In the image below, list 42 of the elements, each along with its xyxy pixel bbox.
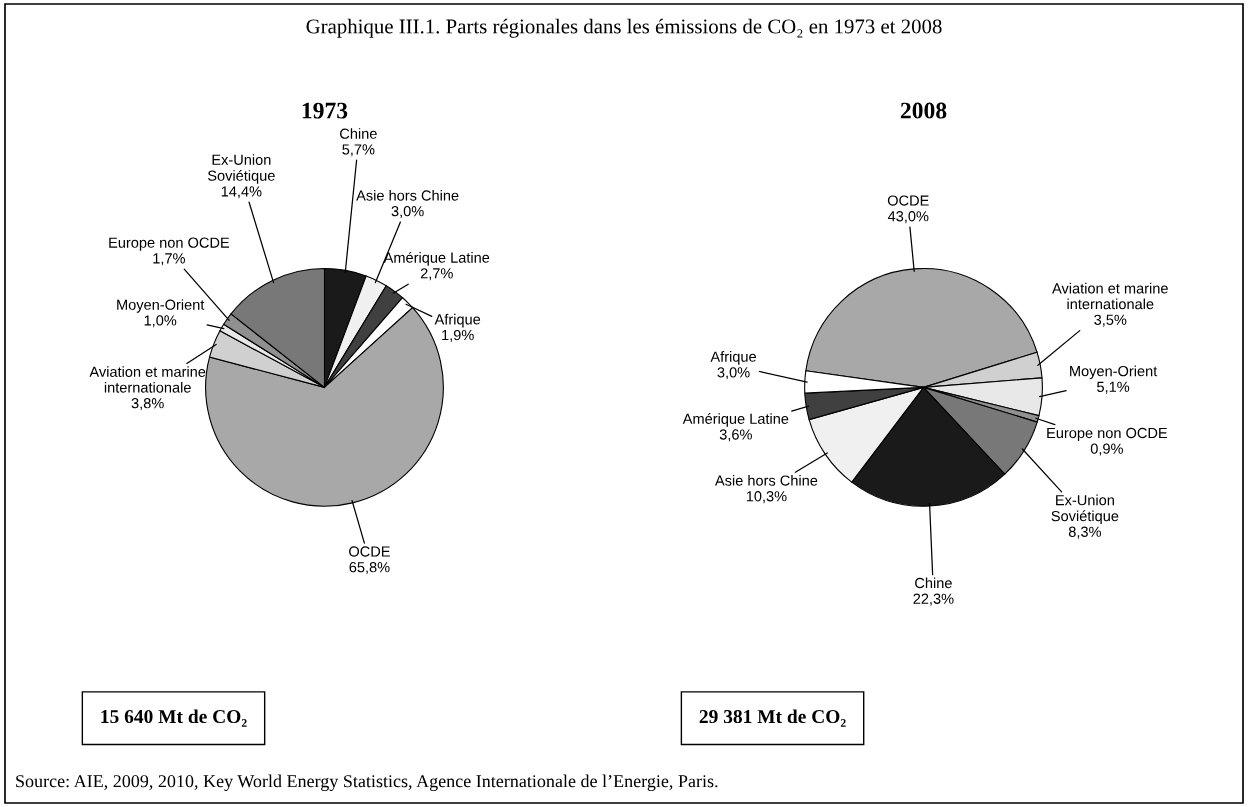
data-label: 14,4%: [221, 186, 262, 199]
slice-label: OCDE: [349, 546, 390, 557]
chart-subtitle: 1973: [302, 102, 348, 119]
data-label: 22,3%: [913, 593, 954, 606]
data-label: 65,8%: [349, 562, 390, 575]
slice-label: Afrique: [434, 313, 481, 328]
slice-label: Aviation et marine internationale: [89, 366, 206, 393]
slice-label: Ex-Union Soviétique: [207, 154, 275, 184]
data-label: 5,7%: [342, 144, 375, 157]
slice-label: Moyen-Orient: [1070, 365, 1158, 380]
text: 29 381 Mt de CO₂: [699, 709, 846, 727]
slice-label: OCDE: [887, 195, 929, 206]
slice-label: Amérique Latine: [682, 413, 789, 427]
slice-label: Afrique: [710, 351, 756, 365]
slice-label: Chine: [340, 128, 377, 139]
slice-label: Aviation et marine internationale: [1052, 282, 1168, 310]
data-label: 1,0%: [144, 315, 177, 328]
text: 15 640 Mt de CO₂: [101, 709, 247, 727]
data-label: 3,8%: [131, 398, 164, 411]
data-label: 0,9%: [1090, 443, 1123, 456]
data-label: 5,1%: [1097, 381, 1130, 394]
slice-label: Europe non OCDE: [109, 237, 230, 251]
slice-label: Amérique Latine: [383, 251, 490, 266]
source-note: Source: AIE, 2009, 2010, Key World Energy Statistics, Agence Internationale de l’Energie, Paris.: [16, 774, 718, 791]
chart-subtitle: 2008: [900, 102, 947, 119]
data-label: 8,3%: [1068, 526, 1101, 539]
slice-label: Moyen-Orient: [117, 299, 205, 313]
text: Graphique III.1. Parts régionales dans les émissions de CO₂ en 1973 et 2008: [306, 18, 942, 38]
data-label: 10,3%: [746, 491, 787, 504]
slice-label: Asie hors Chine: [714, 475, 818, 486]
slice-label: Ex-Union Soviétique: [1051, 494, 1119, 525]
data-label: 1,9%: [442, 329, 474, 342]
slice-label: Europe non OCDE: [1047, 427, 1168, 442]
data-label: 2,7%: [420, 268, 453, 281]
data-label: 3,6%: [719, 429, 752, 442]
slice-label: Asie hors Chine: [356, 189, 459, 201]
data-label: 1,7%: [153, 253, 185, 266]
data-label: 3,0%: [717, 367, 750, 380]
data-label: 3,0%: [391, 206, 424, 219]
data-label: 43,0%: [887, 211, 929, 224]
data-label: 3,5%: [1094, 314, 1127, 327]
slice-label: Chine: [915, 577, 952, 589]
